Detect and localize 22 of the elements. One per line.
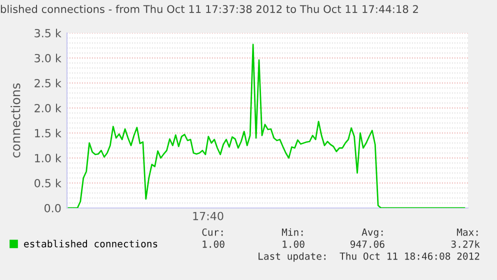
- y-tick-label: 3.5 k: [34, 28, 62, 38]
- y-tick-label: 0.0: [44, 204, 61, 212]
- y-tick-label: 1.0 k: [35, 154, 62, 162]
- text: Avg:: [362, 228, 383, 238]
- text: Max:: [456, 228, 478, 236]
- text: Cur:: [202, 228, 223, 236]
- y-tick-label: 0.5 k: [34, 178, 62, 188]
- y-tick-label: 3.0 k: [34, 54, 62, 62]
- y-tick-label: 1.5 k: [35, 128, 62, 138]
- text: Last update: Thu Oct 11 18:46:08 2012: [258, 252, 480, 262]
- y-axis-title: connections: [10, 83, 20, 158]
- y-tick-label: 2.5 k: [34, 78, 62, 88]
- text: 947.06: [350, 240, 384, 248]
- text: 3.27k: [451, 240, 480, 248]
- y-tick-label: 2.0 k: [34, 104, 62, 112]
- text: 1.00: [202, 240, 224, 248]
- legend-label: established connections: [24, 240, 158, 248]
- line-series: [68, 44, 466, 208]
- chart-title: blished connections - from Thu Oct 11 17:37:38 2012 to Thu Oct 11 17:44:18 2: [0, 4, 418, 14]
- text: 17:40: [193, 212, 224, 220]
- text: 1.00: [282, 240, 304, 248]
- text: Min:: [282, 228, 303, 236]
